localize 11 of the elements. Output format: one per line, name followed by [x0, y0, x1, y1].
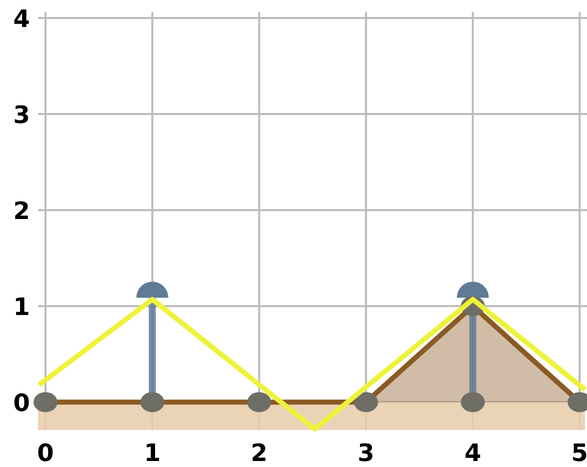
y-tick-label: 1 [13, 293, 30, 322]
x-tick-label: 1 [144, 439, 161, 467]
x-tick-label: 4 [464, 439, 482, 467]
y-tick-label: 3 [13, 101, 30, 130]
x-tick-label: 3 [358, 439, 374, 467]
x-tick-label: 2 [250, 439, 268, 467]
y-tick-label: 2 [13, 197, 30, 226]
y-tick-label: 0 [13, 389, 30, 418]
x-tick-label: 0 [37, 439, 54, 467]
y-tick-label: 4 [13, 5, 30, 33]
x-tick-label: 5 [571, 439, 587, 467]
